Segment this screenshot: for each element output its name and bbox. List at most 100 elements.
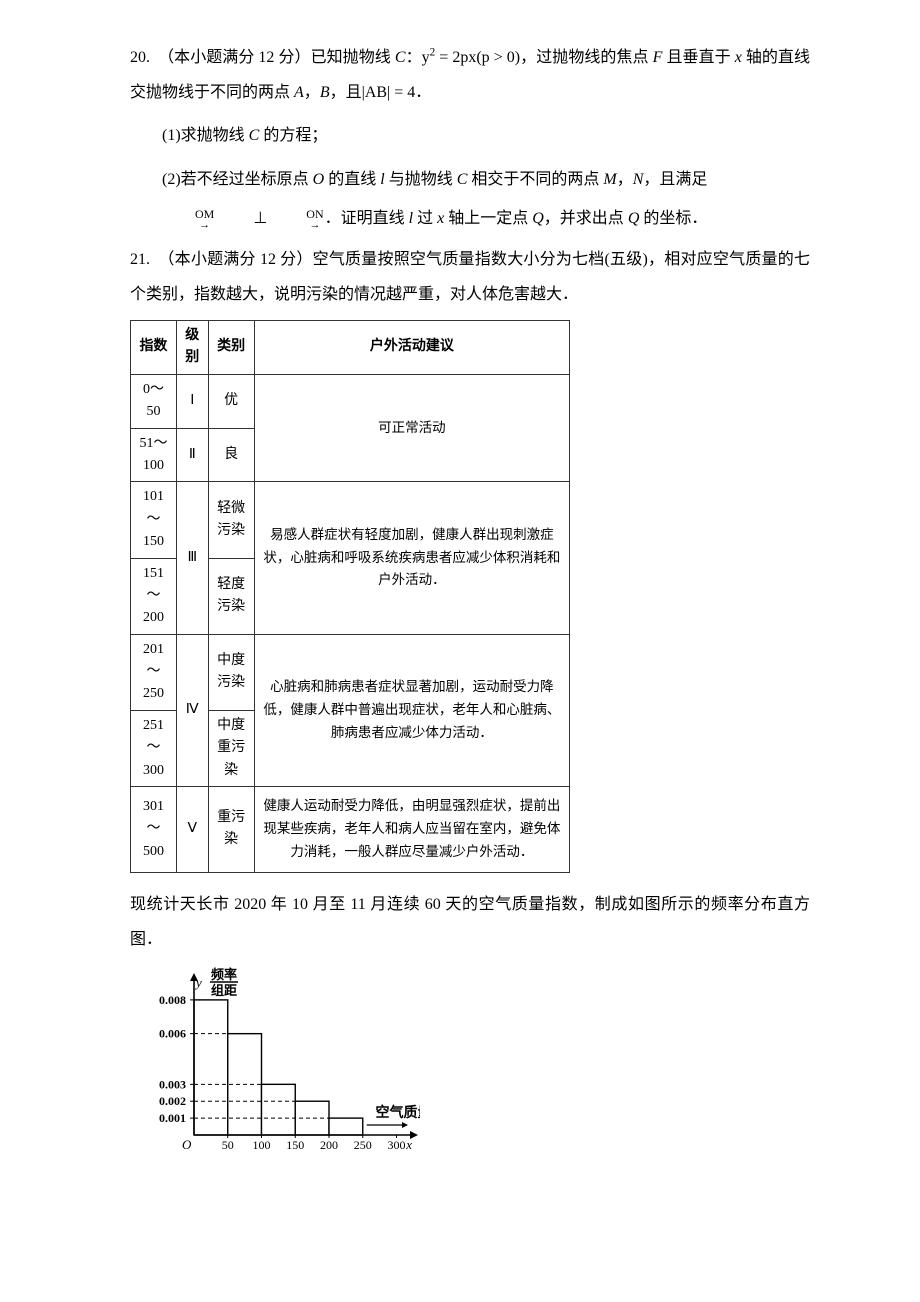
cell-advice: 可正常活动 [254,374,569,482]
svg-text:y: y [194,975,202,990]
cell-level: Ⅰ [176,374,208,428]
text: ， [617,171,633,188]
table-header-row: 指数 级别 类别 户外活动建议 [131,321,570,375]
cell-cat: 轻微污染 [208,482,254,558]
text: 20. （本小题满分 12 分）已知抛物线 [130,49,395,66]
vector-on: ON → [274,208,323,231]
cell-advice: 心脏病和肺病患者症状显著加剧，运动耐受力降低，健康人群中普遍出现症状，老年人和心… [254,634,569,786]
text: Q [532,210,544,227]
abs-eq: |AB| = 4 [362,84,416,101]
cell-cat: 中度重污染 [208,710,254,786]
svg-text:300: 300 [388,1138,406,1152]
text: ，且满足 [643,171,707,188]
text: 且垂直于 [662,49,734,66]
text: 21. （本小题满分 12 分）空气质量按照空气质量指数大小分为七档(五级)，相… [130,251,810,303]
perp-icon: ⊥ [221,205,267,234]
text: 的直线 [324,171,380,188]
svg-text:100: 100 [253,1138,271,1152]
cell-level: Ⅱ [176,428,208,482]
text: 求抛物线 [181,127,249,144]
q21-stem: 21. （本小题满分 12 分）空气质量按照空气质量指数大小分为七档(五级)，相… [130,242,810,312]
text: M [603,171,616,188]
text: ．证明直线 [325,210,409,227]
q20-stem: 20. （本小题满分 12 分）已知抛物线 C：y2 = 2px(p > 0)，… [130,40,810,110]
text: ，并求出点 [544,210,628,227]
svg-text:0.003: 0.003 [159,1078,186,1092]
cell-index: 0～50 [131,374,177,428]
text: C [249,127,260,144]
text: ，且 [330,84,362,101]
text: O [313,171,325,188]
text: ． [415,84,431,101]
svg-text:x: x [405,1137,412,1152]
col-advice: 户外活动建议 [254,321,569,375]
text: 现统计天长市 2020 年 10 月至 11 月连续 60 天的空气质量指数，制… [130,896,810,948]
table-row: 301～500 Ⅴ 重污染 健康人运动耐受力降低，由明显强烈症状，提前出现某些疾… [131,787,570,873]
cell-cat: 轻度污染 [208,558,254,634]
cell-cat: 中度污染 [208,634,254,710]
cell-cat: 良 [208,428,254,482]
q21-tail: 现统计天长市 2020 年 10 月至 11 月连续 60 天的空气质量指数，制… [130,887,810,957]
col-category: 类别 [208,321,254,375]
cell-advice: 易感人群症状有轻度加剧，健康人群出现刺激症状，心脏病和呼吸系统疾病患者应减少体积… [254,482,569,634]
text: 相交于不同的两点 [467,171,603,188]
svg-text:250: 250 [354,1138,372,1152]
histogram: 0.001 0.002 0.003 0.006 0.008 50 100 150 200 250 3… [130,965,810,1178]
cell-index: 101～150 [131,482,177,558]
eq-lhs: y [422,49,430,66]
cell-advice: 健康人运动耐受力降低，由明显强烈症状，提前出现某些疾病，老年人和病人应当留在室内… [254,787,569,873]
cell-cat: 重污染 [208,787,254,873]
svg-text:0.001: 0.001 [159,1111,186,1125]
svg-text:组距: 组距 [211,983,237,998]
cell-cat: 优 [208,374,254,428]
cell-index: 51～100 [131,428,177,482]
vector-om: OM → [163,208,214,231]
text: C [457,171,468,188]
cell-index: 201～250 [131,634,177,710]
text: Q [628,210,640,227]
cell-level: Ⅲ [176,482,208,634]
svg-text:O: O [182,1137,192,1152]
text: 轴上一定点 [444,210,532,227]
histogram-svg: 0.001 0.002 0.003 0.006 0.008 50 100 150 200 250 3… [130,965,420,1165]
svg-text:频率: 频率 [211,967,237,982]
cell-level: Ⅳ [176,634,208,786]
svg-text:0.008: 0.008 [159,993,186,1007]
text: 的方程； [259,127,327,144]
cell-level: Ⅴ [176,787,208,873]
part-num: (2) [162,171,181,188]
cell-index: 251～300 [131,710,177,786]
text: C [395,49,406,66]
col-index: 指数 [131,321,177,375]
text: OM [163,208,214,220]
text: 若不经过坐标原点 [181,171,313,188]
arrow-icon: → [274,220,323,231]
text: ，过抛物线的焦点 [520,49,652,66]
text: A [294,84,304,101]
svg-text:空气质量指数: 空气质量指数 [376,1104,421,1121]
text: ON [274,208,323,220]
text: N [633,171,644,188]
table-row: 101～150 Ⅲ 轻微污染 易感人群症状有轻度加剧，健康人群出现刺激症状，心脏… [131,482,570,558]
table-row: 201～250 Ⅳ 中度污染 心脏病和肺病患者症状显著加剧，运动耐受力降低，健康… [131,634,570,710]
svg-text:200: 200 [320,1138,338,1152]
arrow-icon: → [163,220,214,231]
text: 的坐标． [639,210,707,227]
text: ， [304,84,320,101]
q20-part2: (2)若不经过坐标原点 O 的直线 l 与抛物线 C 相交于不同的两点 M，N，… [130,162,810,197]
air-quality-table: 指数 级别 类别 户外活动建议 0～50 Ⅰ 优 可正常活动 51～100 Ⅱ … [130,320,570,873]
col-level: 级别 [176,321,208,375]
q20-part1: (1)求抛物线 C 的方程； [130,118,810,153]
eq-rhs: = 2px(p > 0) [435,49,520,66]
cell-index: 151～200 [131,558,177,634]
cell-index: 301～500 [131,787,177,873]
text: 过 [413,210,437,227]
q20-part2b: OM → ⊥ ON → ．证明直线 l 过 x 轴上一定点 Q，并求出点 Q 的… [130,205,810,234]
svg-text:0.002: 0.002 [159,1094,186,1108]
svg-text:0.006: 0.006 [159,1027,186,1041]
table-row: 0～50 Ⅰ 优 可正常活动 [131,374,570,428]
part-num: (1) [162,127,181,144]
svg-text:150: 150 [286,1138,304,1152]
text: F [653,49,663,66]
svg-text:50: 50 [222,1138,234,1152]
